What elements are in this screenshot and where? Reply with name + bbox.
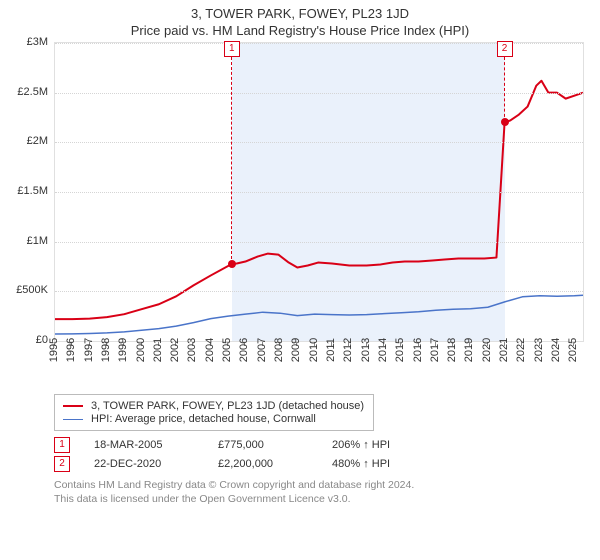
y-axis: £0£500K£1M£1.5M£2M£2.5M£3M [10, 42, 52, 342]
plot-area: 12 [54, 42, 584, 342]
sale-row-pct: 480% ↑ HPI [332, 458, 442, 470]
gridline-horizontal [55, 291, 583, 292]
x-tick-label: 2015 [394, 338, 406, 362]
x-tick-label: 2004 [204, 338, 216, 362]
legend: 3, TOWER PARK, FOWEY, PL23 1JD (detached… [54, 394, 374, 431]
x-tick-label: 2024 [550, 338, 562, 362]
x-tick-label: 1995 [48, 338, 60, 362]
x-tick-label: 1997 [83, 338, 95, 362]
y-tick-label: £2.5M [10, 86, 48, 98]
x-tick-label: 2008 [273, 338, 285, 362]
x-tick-label: 2003 [186, 338, 198, 362]
x-tick-label: 2014 [377, 338, 389, 362]
x-tick-label: 2013 [360, 338, 372, 362]
legend-swatch-hpi [63, 419, 83, 420]
x-tick-label: 2023 [533, 338, 545, 362]
legend-row-property: 3, TOWER PARK, FOWEY, PL23 1JD (detached… [63, 400, 365, 412]
sale-marker-dot [501, 118, 509, 126]
x-tick-label: 2011 [325, 338, 337, 362]
sale-row-date: 22-DEC-2020 [94, 458, 194, 470]
sales-table: 1 18-MAR-2005 £775,000 206% ↑ HPI 2 22-DEC-20… [54, 437, 590, 472]
y-tick-label: £1M [10, 235, 48, 247]
sale-flag: 2 [497, 41, 513, 122]
chart-title-address: 3, TOWER PARK, FOWEY, PL23 1JD [10, 6, 590, 21]
sale-flag-number: 1 [224, 41, 240, 57]
sale-flag-number: 2 [497, 41, 513, 57]
x-tick-label: 2007 [256, 338, 268, 362]
sale-row: 1 18-MAR-2005 £775,000 206% ↑ HPI [54, 437, 590, 453]
sale-flag-line [504, 57, 505, 122]
sale-row: 2 22-DEC-2020 £2,200,000 480% ↑ HPI [54, 456, 590, 472]
series-line-hpi [55, 295, 583, 334]
sale-row-price: £2,200,000 [218, 458, 308, 470]
x-tick-label: 2012 [342, 338, 354, 362]
x-tick-label: 2002 [169, 338, 181, 362]
sale-marker-dot [228, 260, 236, 268]
x-tick-label: 2005 [221, 338, 233, 362]
x-tick-label: 2021 [498, 338, 510, 362]
x-tick-label: 2022 [515, 338, 527, 362]
x-tick-label: 2025 [567, 338, 579, 362]
x-tick-label: 2018 [446, 338, 458, 362]
legend-row-hpi: HPI: Average price, detached house, Corn… [63, 413, 365, 425]
y-tick-label: £0 [10, 334, 48, 346]
x-tick-label: 1999 [117, 338, 129, 362]
footer: Contains HM Land Registry data © Crown c… [54, 478, 590, 506]
sale-flag: 1 [224, 41, 240, 264]
x-tick-label: 2017 [429, 338, 441, 362]
legend-swatch-property [63, 405, 83, 407]
x-axis: 1995199619971998199920002001200220032004… [54, 342, 584, 392]
x-tick-label: 2016 [412, 338, 424, 362]
chart-title-description: Price paid vs. HM Land Registry's House … [10, 23, 590, 38]
sale-row-flag: 1 [54, 437, 70, 453]
sale-row-flag: 2 [54, 456, 70, 472]
chart: £0£500K£1M£1.5M£2M£2.5M£3M 12 1995199619… [10, 42, 590, 392]
sale-flag-line [231, 57, 232, 264]
x-tick-label: 2000 [135, 338, 147, 362]
sale-row-price: £775,000 [218, 439, 308, 451]
gridline-horizontal [55, 142, 583, 143]
y-tick-label: £1.5M [10, 185, 48, 197]
x-tick-label: 2006 [238, 338, 250, 362]
gridline-horizontal [55, 192, 583, 193]
x-tick-label: 1998 [100, 338, 112, 362]
x-tick-label: 2009 [290, 338, 302, 362]
x-tick-label: 2001 [152, 338, 164, 362]
x-tick-label: 2010 [308, 338, 320, 362]
legend-label-hpi: HPI: Average price, detached house, Corn… [91, 413, 316, 425]
x-tick-label: 2020 [481, 338, 493, 362]
x-tick-label: 1996 [65, 338, 77, 362]
gridline-horizontal [55, 242, 583, 243]
footer-licence: This data is licensed under the Open Gov… [54, 492, 590, 506]
legend-label-property: 3, TOWER PARK, FOWEY, PL23 1JD (detached… [91, 400, 364, 412]
y-tick-label: £500K [10, 284, 48, 296]
sale-row-pct: 206% ↑ HPI [332, 439, 442, 451]
footer-copyright: Contains HM Land Registry data © Crown c… [54, 478, 590, 492]
y-tick-label: £3M [10, 36, 48, 48]
sale-row-date: 18-MAR-2005 [94, 439, 194, 451]
y-tick-label: £2M [10, 135, 48, 147]
x-tick-label: 2019 [463, 338, 475, 362]
